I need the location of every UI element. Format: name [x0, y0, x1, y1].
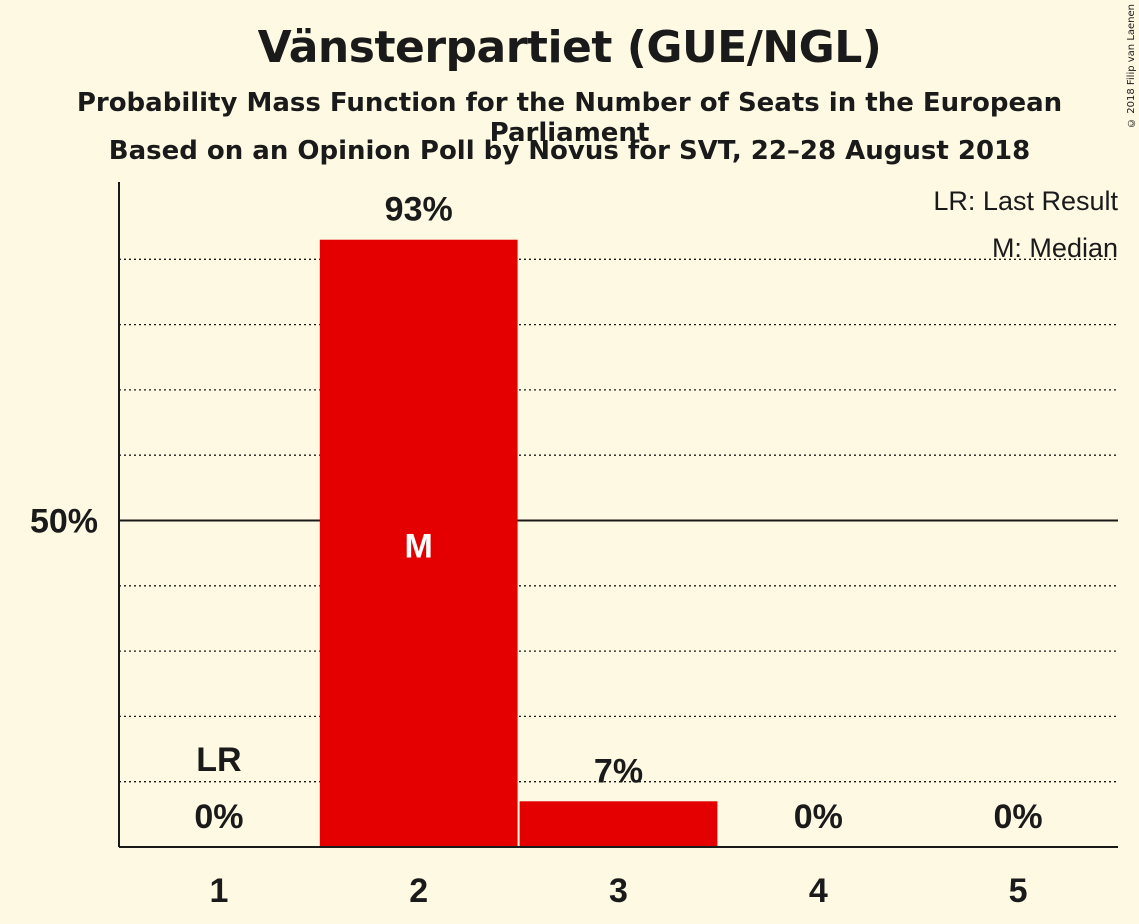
- x-tick-label-2: 2: [409, 872, 428, 910]
- x-tick-label-3: 3: [609, 872, 628, 910]
- value-label-2: 93%: [385, 191, 453, 229]
- chart-source: Based on an Opinion Poll by Novus for SV…: [108, 136, 1031, 166]
- bar-seat-2: [319, 239, 518, 847]
- axes: 1 2 3 4 5 50%: [30, 182, 1118, 910]
- value-labels: 0% LR 93% M 7% 0% 0%: [194, 191, 1042, 836]
- legend-last-result: LR: Last Result: [933, 186, 1118, 216]
- bars: [319, 239, 718, 847]
- last-result-marker: LR: [196, 741, 241, 779]
- gridlines: [119, 258, 1118, 783]
- value-label-3: 7%: [594, 752, 643, 790]
- value-label-5: 0%: [994, 798, 1043, 836]
- chart-title: Vänsterpartiet (GUE/NGL): [257, 22, 882, 73]
- value-label-4: 0%: [794, 798, 843, 836]
- legend-median: M: Median: [992, 233, 1118, 263]
- y-tick-label: 50%: [30, 503, 98, 541]
- chart-subtitle: Probability Mass Function for the Number…: [76, 88, 1063, 148]
- value-label-1: 0%: [194, 798, 243, 836]
- bar-seat-3: [519, 801, 718, 847]
- x-tick-label-4: 4: [809, 872, 828, 910]
- x-tick-label-1: 1: [209, 872, 228, 910]
- median-marker: M: [405, 528, 433, 566]
- x-tick-label-5: 5: [1009, 872, 1028, 910]
